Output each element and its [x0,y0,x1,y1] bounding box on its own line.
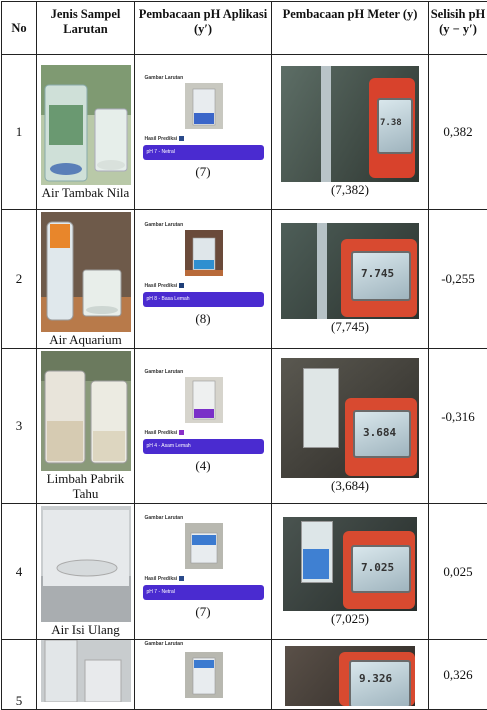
sample-label: Air Isi Ulang [37,622,134,637]
prediction-result: pH 8 - Basa Lemah [143,292,264,307]
meter-value: (3,684) [272,478,428,494]
prediction-swatch [179,136,184,141]
sample-photo [41,65,131,185]
sample-cell: Limbah Pabrik Tahu [37,349,135,504]
sample-photo [41,640,131,702]
meter-display: 7.025 [361,561,394,574]
sample-cell: Air Tambak Nila [37,55,135,210]
solution-thumbnail [185,523,223,569]
prediction-label: Hasil Prediksi [145,283,185,289]
difference-cell: -0,316 [429,349,487,504]
prediction-result: pH 4 - Asam Lemah [143,439,264,454]
image-label: Gambar Larutan [145,222,184,228]
solution-thumbnail [185,377,223,423]
app-cell: Gambar Larutan Hasil Prediksi pH 4 - Asa… [135,349,272,504]
image-label: Gambar Larutan [145,75,184,81]
table-row: 5 Gambar Larutan 9.326 0,326 [2,640,487,710]
ph-meter-photo: 3.684 [281,358,419,478]
prediction-swatch [179,576,184,581]
header-no: No [2,2,37,55]
meter-display: 9.326 [359,672,392,685]
meter-cell: 3.684 (3,684) [272,349,429,504]
sample-cell: Air Isi Ulang [37,504,135,640]
sample-photo [41,506,131,622]
row-number: 1 [2,55,37,210]
sample-photo [41,351,131,471]
row-number: 3 [2,349,37,504]
difference-cell: -0,255 [429,210,487,349]
app-cell: Gambar Larutan Hasil Prediksi pH 7 - Net… [135,504,272,640]
meter-cell: 7.025 (7,025) [272,504,429,640]
prediction-label: Hasil Prediksi [145,136,185,142]
row-number: 4 [2,504,37,640]
sample-label: Air Tambak Nila [37,185,134,200]
prediction-result: pH 7 - Netral [143,585,264,600]
prediction-label: Hasil Prediksi [145,430,185,436]
header-app: Pembacaan pH Aplikasi (y′) [135,2,272,55]
row-number: 2 [2,210,37,349]
meter-display: 3.684 [363,426,396,439]
sample-cell [37,640,135,710]
ph-meter-photo: 9.326 [285,646,415,706]
app-cell: Gambar Larutan [135,640,272,710]
row-number: 5 [2,640,37,710]
difference-cell: 0,382 [429,55,487,210]
prediction-result: pH 7 - Netral [143,145,264,160]
app-screenshot: Gambar Larutan [143,640,264,700]
header-diff: Selisih pH (y − y′) [429,2,487,55]
app-cell: Gambar Larutan Hasil Prediksi pH 7 - Net… [135,55,272,210]
app-value: (4) [143,458,264,474]
meter-display: 7.38 [380,118,402,128]
app-cell: Gambar Larutan Hasil Prediksi pH 8 - Bas… [135,210,272,349]
table-row: 2 Air Aquarium Gambar Larutan Hasil Pred… [2,210,487,349]
meter-display: 7.745 [361,267,394,280]
prediction-swatch [179,430,184,435]
app-value: (7) [143,164,264,180]
solution-thumbnail [185,83,223,129]
sample-label: Limbah Pabrik Tahu [37,471,134,501]
prediction-label: Hasil Prediksi [145,576,185,582]
table-row: 1 Air Tambak Nila Gambar Larutan Hasil P… [2,55,487,210]
header-sample: Jenis Sampel Larutan [37,2,135,55]
meter-cell: 7.38 (7,382) [272,55,429,210]
sample-photo [41,212,131,332]
table-row: 4 Air Isi Ulang Gambar Larutan Hasil Pre… [2,504,487,640]
header-meter: Pembacaan pH Meter (y) [272,2,429,55]
image-label: Gambar Larutan [145,641,184,647]
table-row: 3 Limbah Pabrik Tahu Gambar Larutan Hasi… [2,349,487,504]
image-label: Gambar Larutan [145,515,184,521]
prediction-swatch [179,283,184,288]
ph-meter-photo: 7.38 [281,66,419,182]
app-screenshot: Gambar Larutan Hasil Prediksi pH 7 - Net… [143,73,264,191]
ph-meter-photo: 7.745 [281,223,419,319]
meter-cell: 7.745 (7,745) [272,210,429,349]
app-value: (8) [143,311,264,327]
app-screenshot: Gambar Larutan Hasil Prediksi pH 7 - Net… [143,513,264,631]
meter-value: (7,382) [272,182,428,198]
difference-cell: 0,025 [429,504,487,640]
meter-value: (7,025) [272,611,428,627]
solution-thumbnail [185,652,223,698]
sample-label: Air Aquarium [37,332,134,347]
meter-cell: 9.326 [272,640,429,710]
difference-cell: 0,326 [429,640,487,710]
sample-cell: Air Aquarium [37,210,135,349]
ph-meter-photo: 7.025 [283,517,417,611]
image-label: Gambar Larutan [145,369,184,375]
app-screenshot: Gambar Larutan Hasil Prediksi pH 4 - Asa… [143,367,264,485]
app-value: (7) [143,604,264,620]
meter-value: (7,745) [272,319,428,335]
solution-thumbnail [185,230,223,276]
header-row: No Jenis Sampel Larutan Pembacaan pH Apl… [2,2,487,55]
app-screenshot: Gambar Larutan Hasil Prediksi pH 8 - Bas… [143,220,264,338]
